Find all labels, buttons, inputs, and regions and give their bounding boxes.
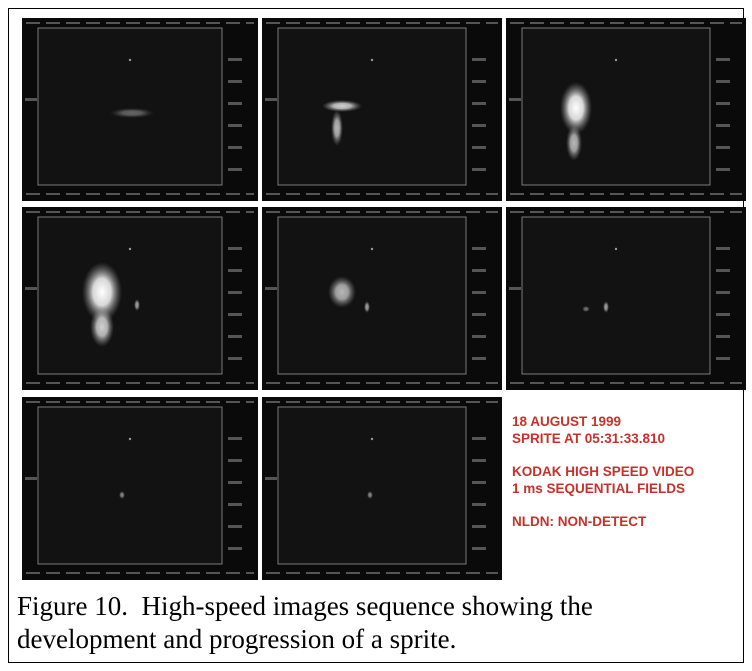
frame-window bbox=[37, 216, 223, 375]
frame-window bbox=[521, 216, 711, 375]
side-readout bbox=[228, 247, 242, 250]
side-readout bbox=[472, 481, 486, 484]
side-readout bbox=[228, 146, 242, 149]
side-readout bbox=[25, 287, 37, 290]
side-readout bbox=[228, 335, 242, 338]
annotation-block: 18 AUGUST 1999 SPRITE AT 05:31:33.810 bbox=[512, 413, 742, 447]
side-readout bbox=[25, 98, 37, 101]
side-readout bbox=[228, 481, 242, 484]
side-readout bbox=[472, 335, 486, 338]
side-readout bbox=[228, 168, 242, 171]
annotation-block: KODAK HIGH SPEED VIDEO 1 ms SEQUENTIAL FI… bbox=[512, 463, 742, 497]
side-readout bbox=[716, 335, 730, 338]
side-readout bbox=[228, 437, 242, 440]
side-readout bbox=[472, 313, 486, 316]
side-readout bbox=[265, 287, 277, 290]
side-readout bbox=[265, 98, 277, 101]
side-readout bbox=[716, 168, 730, 171]
star bbox=[614, 247, 618, 251]
side-readout bbox=[25, 477, 37, 480]
star bbox=[370, 58, 374, 62]
star bbox=[370, 437, 374, 441]
side-readout bbox=[228, 313, 242, 316]
side-readout bbox=[228, 357, 242, 360]
side-readout bbox=[472, 357, 486, 360]
side-readout bbox=[228, 547, 242, 550]
sprite-glow bbox=[560, 82, 592, 134]
side-readout bbox=[228, 58, 242, 61]
sprite-glow bbox=[322, 100, 362, 112]
side-readout bbox=[716, 313, 730, 316]
side-readout bbox=[509, 287, 521, 290]
sprite-glow bbox=[328, 276, 356, 308]
sprite-glow bbox=[90, 307, 114, 347]
image-sequence bbox=[22, 18, 746, 580]
side-readout bbox=[228, 102, 242, 105]
annotation-line: 18 AUGUST 1999 bbox=[512, 414, 622, 429]
side-readout bbox=[472, 525, 486, 528]
sprite-glow bbox=[331, 110, 343, 146]
frame-window bbox=[277, 406, 467, 565]
frame-window bbox=[277, 216, 467, 375]
side-readout bbox=[472, 102, 486, 105]
side-readout bbox=[472, 146, 486, 149]
side-readout bbox=[228, 291, 242, 294]
sprite-glow bbox=[134, 299, 140, 311]
side-readout bbox=[716, 102, 730, 105]
side-readout bbox=[716, 247, 730, 250]
sprite-glow bbox=[119, 491, 125, 499]
sprite-glow bbox=[110, 108, 154, 118]
sprite-glow bbox=[566, 125, 582, 161]
side-readout bbox=[472, 168, 486, 171]
side-readout bbox=[472, 247, 486, 250]
star bbox=[370, 247, 374, 251]
annotation-line: NLDN: NON-DETECT bbox=[512, 514, 647, 529]
sprite-glow bbox=[603, 301, 609, 313]
frame-window bbox=[37, 27, 223, 186]
annotation-line: SPRITE AT 05:31:33.810 bbox=[512, 431, 666, 446]
star bbox=[128, 58, 132, 62]
star bbox=[614, 58, 618, 62]
side-readout bbox=[472, 124, 486, 127]
side-readout bbox=[228, 80, 242, 83]
side-readout bbox=[472, 503, 486, 506]
frame-window bbox=[521, 27, 711, 186]
annotation-text: 18 AUGUST 1999 SPRITE AT 05:31:33.810 KODA… bbox=[512, 413, 742, 546]
side-readout bbox=[716, 146, 730, 149]
side-readout bbox=[716, 58, 730, 61]
annotation-block: NLDN: NON-DETECT bbox=[512, 513, 742, 530]
sprite-glow bbox=[364, 301, 370, 313]
side-readout bbox=[228, 269, 242, 272]
star bbox=[128, 437, 132, 441]
side-readout bbox=[265, 477, 277, 480]
side-readout bbox=[472, 58, 486, 61]
sprite-glow bbox=[367, 491, 373, 499]
side-readout bbox=[472, 437, 486, 440]
side-readout bbox=[716, 291, 730, 294]
side-readout bbox=[472, 459, 486, 462]
frame-window bbox=[277, 27, 467, 186]
side-readout bbox=[472, 269, 486, 272]
side-readout bbox=[228, 124, 242, 127]
figure-caption: Figure 10. High-speed images sequence sh… bbox=[17, 591, 600, 654]
side-readout bbox=[716, 80, 730, 83]
side-readout bbox=[472, 80, 486, 83]
sprite-glow bbox=[82, 262, 122, 322]
annotation-line: 1 ms SEQUENTIAL FIELDS bbox=[512, 481, 686, 496]
side-readout bbox=[509, 98, 521, 101]
side-readout bbox=[716, 269, 730, 272]
side-readout bbox=[228, 525, 242, 528]
frame-window bbox=[37, 406, 223, 565]
side-readout bbox=[716, 124, 730, 127]
star bbox=[128, 247, 132, 251]
side-readout bbox=[228, 503, 242, 506]
side-readout bbox=[472, 291, 486, 294]
annotation-line: KODAK HIGH SPEED VIDEO bbox=[512, 464, 695, 479]
sprite-glow bbox=[582, 306, 590, 312]
side-readout bbox=[228, 459, 242, 462]
side-readout bbox=[472, 547, 486, 550]
side-readout bbox=[716, 357, 730, 360]
